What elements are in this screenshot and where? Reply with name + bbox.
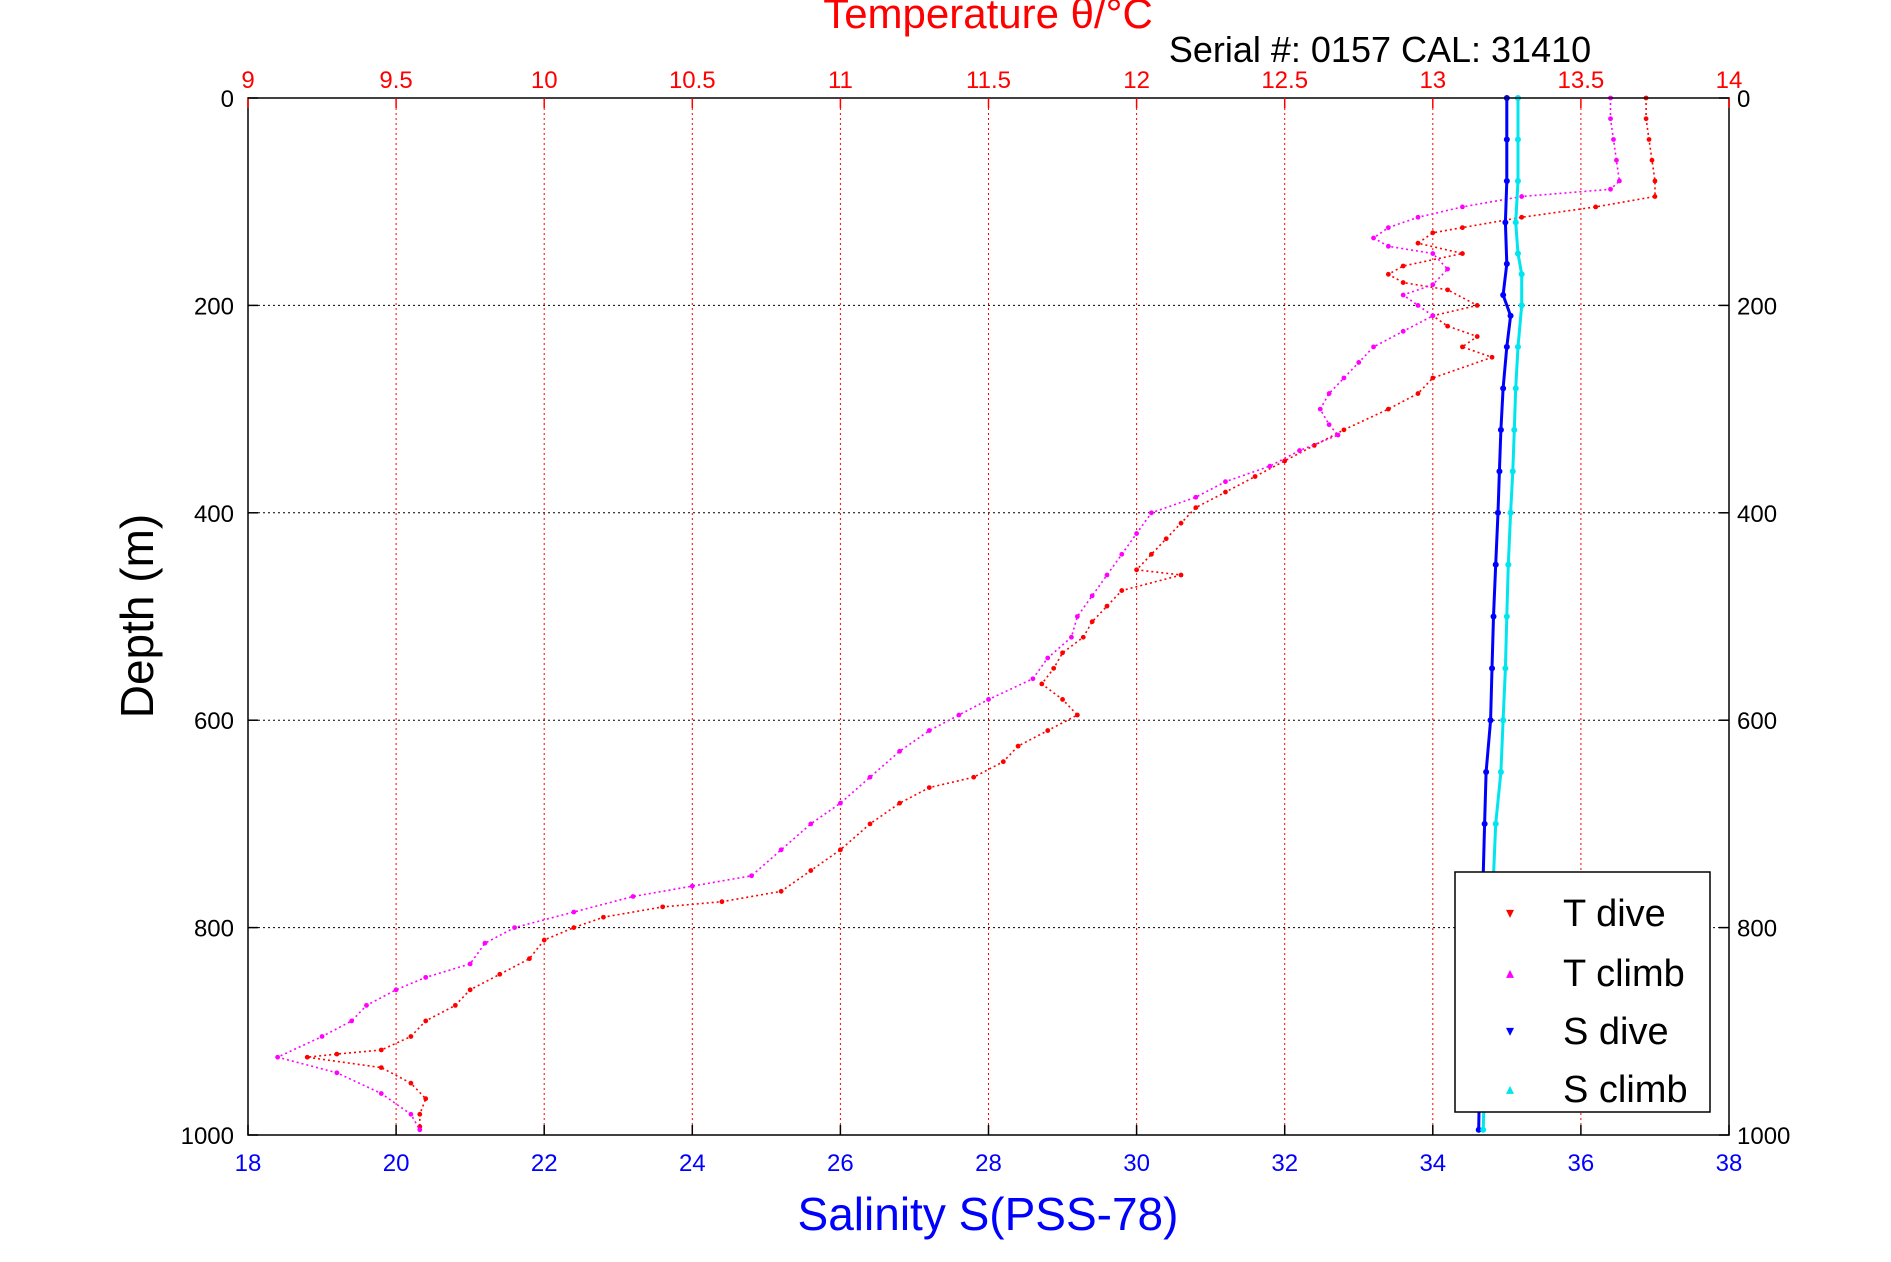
depth-tick-label-left: 0 <box>221 86 234 113</box>
depth-tick-label-left: 1000 <box>181 1123 234 1150</box>
depth-tick-label-right: 400 <box>1737 501 1777 528</box>
data-point <box>304 1054 310 1060</box>
data-point <box>1460 251 1465 256</box>
data-point <box>1519 214 1525 220</box>
temperature-tick-label: 13.5 <box>1558 67 1605 94</box>
grid-lines <box>248 98 1729 1135</box>
salinity-tick-label: 20 <box>383 1150 410 1177</box>
data-point <box>334 1051 340 1057</box>
data-point <box>1652 194 1658 199</box>
data-point <box>630 894 636 899</box>
salinity-tick-label: 36 <box>1568 1150 1595 1177</box>
data-point <box>689 883 695 889</box>
data-point <box>1015 743 1021 749</box>
depth-tick-label-left: 400 <box>194 501 234 528</box>
legend: ▾ T dive ▴ T climb ▾ S dive ▴ S climb <box>1454 871 1711 1113</box>
data-point <box>1593 204 1599 210</box>
series-t-dive <box>304 95 1658 1130</box>
chart-subtitle: Serial #: 0157 CAL: 31410 <box>1169 29 1591 70</box>
legend-marker: ▾ <box>1506 905 1514 922</box>
data-point <box>1326 422 1332 428</box>
temperature-tick-label: 13 <box>1419 67 1446 94</box>
salinity-tick-label: 34 <box>1419 1150 1446 1177</box>
series-t-climb <box>275 95 1622 1133</box>
salinity-tick-label: 28 <box>975 1150 1002 1177</box>
depth-tick-label-left: 200 <box>194 293 234 320</box>
data-point <box>867 821 873 827</box>
depth-tick-label-right: 0 <box>1737 86 1750 113</box>
legend-entry-s-climb: S climb <box>1563 1069 1688 1111</box>
data-point <box>971 774 977 780</box>
temperature-tick-label: 10.5 <box>669 67 716 94</box>
series-trace <box>307 98 1656 1127</box>
data-point <box>1178 572 1184 578</box>
data-point <box>541 937 547 943</box>
data-point <box>408 1034 414 1039</box>
data-point <box>1163 536 1169 542</box>
salinity-tick-label: 18 <box>235 1150 262 1177</box>
data-point <box>417 1127 423 1133</box>
salinity-tick-label: 26 <box>827 1150 854 1177</box>
temperature-tick-label: 9 <box>241 67 254 94</box>
legend-entry-t-dive: T dive <box>1563 893 1666 935</box>
series-trace <box>275 98 1621 1131</box>
y-axis-label: Depth (m) <box>111 514 163 718</box>
temperature-tick-label: 9.5 <box>379 67 412 94</box>
data-point <box>467 961 473 967</box>
temperature-tick-label: 11.5 <box>966 67 1011 94</box>
temperature-tick-label: 14 <box>1716 67 1743 94</box>
depth-tick-label-left: 600 <box>194 708 234 735</box>
depth-tick-label-right: 1000 <box>1737 1123 1790 1150</box>
legend-marker: ▴ <box>1506 1081 1514 1098</box>
data-point <box>1519 194 1525 199</box>
data-point <box>1649 157 1655 163</box>
depth-tick-label-right: 200 <box>1737 293 1777 320</box>
x-axis-label: Salinity S(PSS-78) <box>798 1188 1179 1240</box>
salinity-tick-label: 24 <box>679 1150 706 1177</box>
data-point <box>452 1002 458 1008</box>
salinity-tick-label: 30 <box>1123 1150 1150 1177</box>
data-point <box>1614 157 1619 163</box>
data-point <box>1430 251 1436 256</box>
legend-entry-t-climb: T climb <box>1563 953 1685 995</box>
data-point <box>378 1047 384 1053</box>
data-point <box>1385 243 1391 249</box>
temperature-tick-label: 11 <box>828 67 853 94</box>
axis-ticks: 9 9.5 10 10.5 11 11.5 12 12.5 13 13.5 14 18 20 22 24 26… <box>181 67 1791 1177</box>
depth-tick-label-right: 800 <box>1737 916 1777 943</box>
data-point <box>1445 287 1451 293</box>
legend-marker: ▴ <box>1506 965 1514 982</box>
data-point <box>1460 225 1465 231</box>
chart-title: Temperature θ/°C <box>823 0 1153 37</box>
salinity-tick-label: 22 <box>531 1150 558 1177</box>
legend-box <box>1454 871 1711 1113</box>
data-point <box>1652 178 1658 184</box>
salinity-tick-label: 38 <box>1716 1150 1743 1177</box>
temperature-tick-label: 12.5 <box>1261 67 1308 94</box>
salinity-tick-label: 32 <box>1271 1150 1298 1177</box>
legend-marker: ▾ <box>1506 1023 1514 1040</box>
depth-tick-label-left: 800 <box>194 916 234 943</box>
depth-tick-label-right: 600 <box>1737 708 1777 735</box>
temperature-tick-label: 12 <box>1123 67 1150 94</box>
temperature-tick-label: 10 <box>531 67 558 94</box>
data-point <box>571 909 577 915</box>
data-point <box>1069 634 1074 640</box>
legend-entry-s-dive: S dive <box>1563 1011 1669 1053</box>
